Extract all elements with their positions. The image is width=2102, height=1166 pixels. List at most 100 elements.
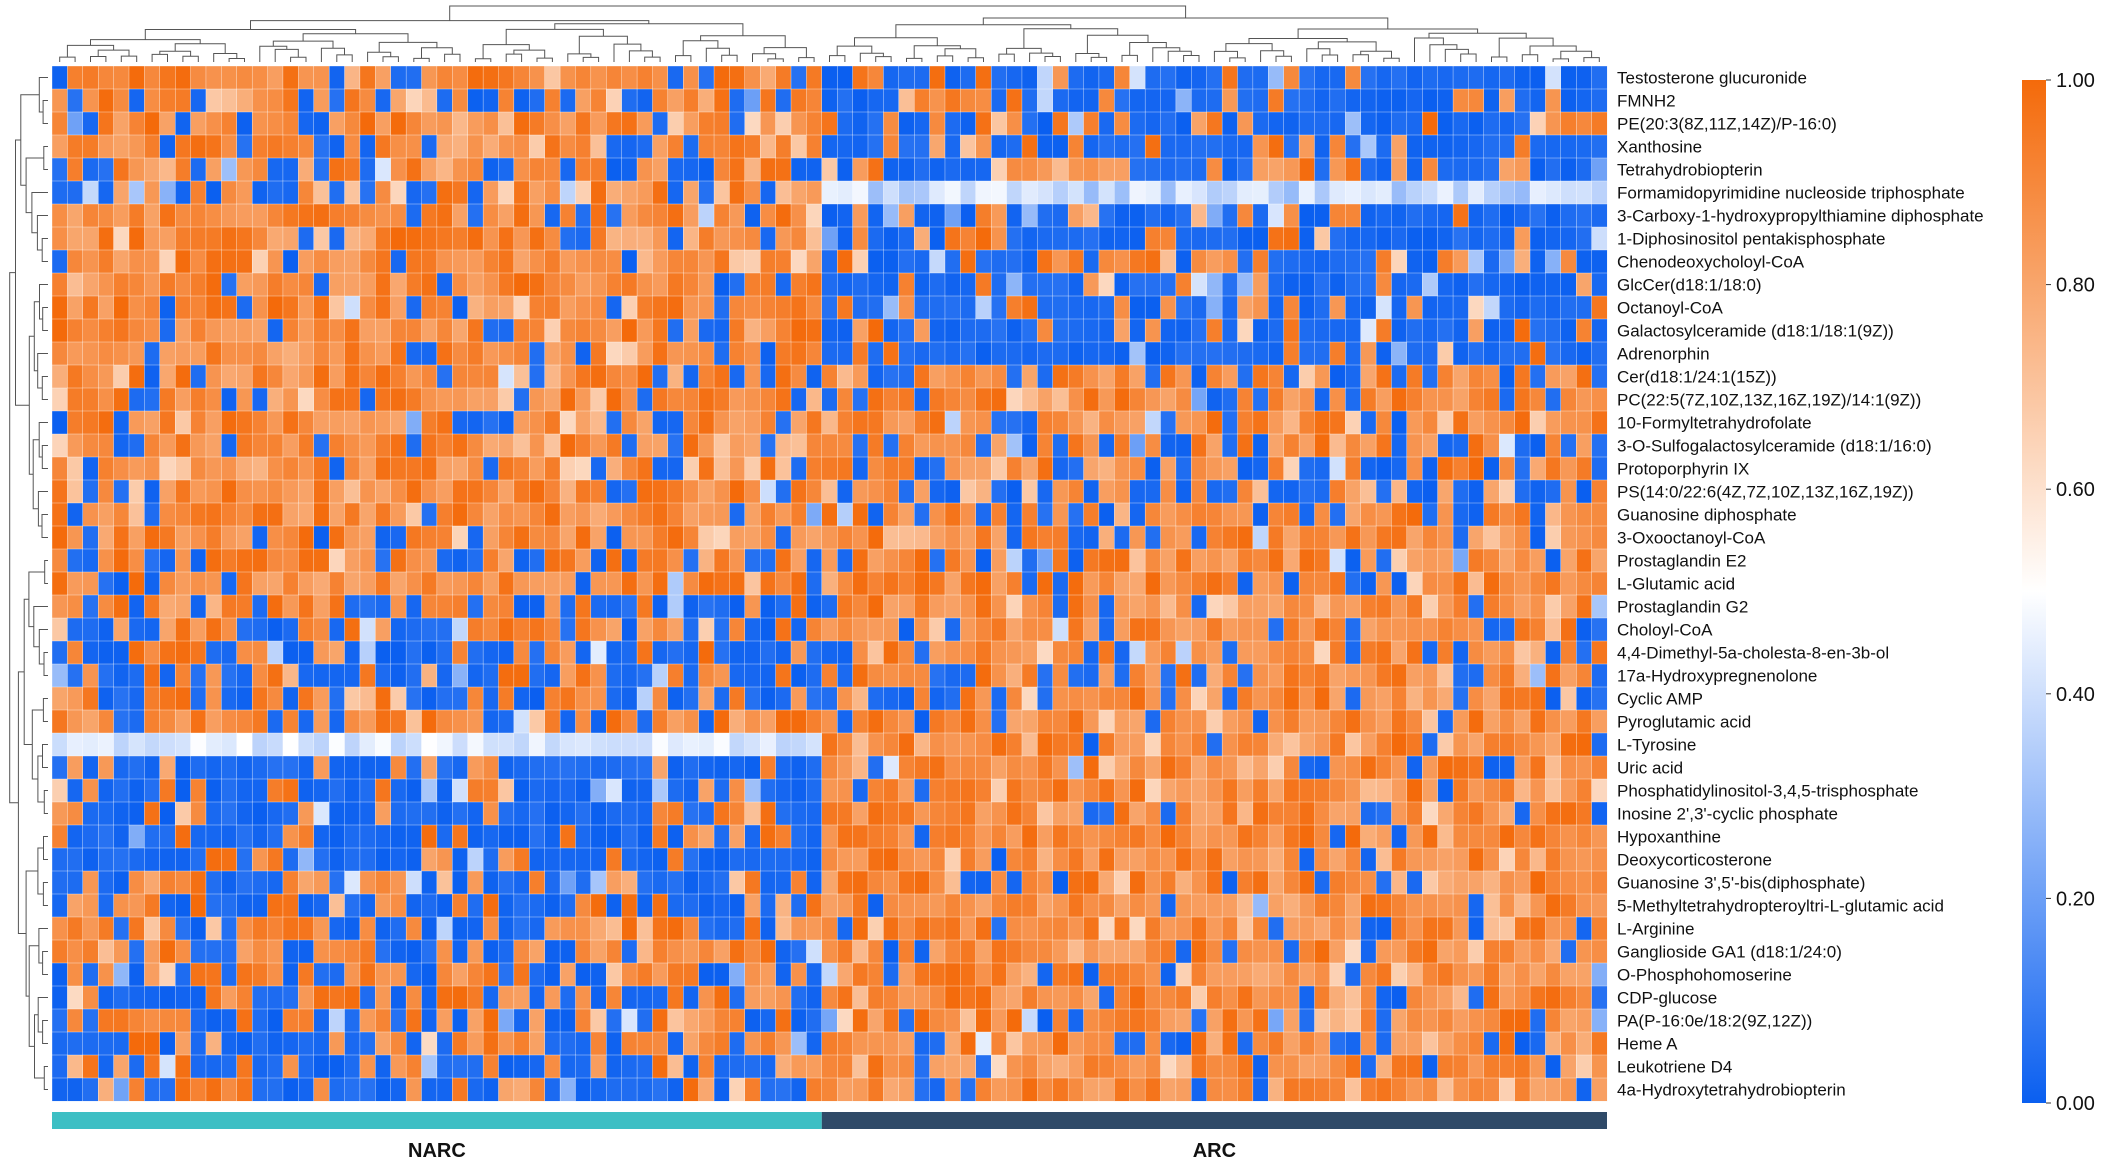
heatmap-cell — [698, 180, 715, 205]
heatmap-cell — [144, 893, 161, 918]
heatmap-cell — [544, 111, 561, 136]
heatmap-cell — [1052, 962, 1069, 987]
heatmap-cell — [821, 824, 838, 849]
heatmap-cell — [559, 249, 576, 274]
heatmap-cell — [929, 1077, 946, 1102]
heatmap-cell — [575, 1008, 592, 1033]
heatmap-cell — [837, 502, 853, 527]
heatmap-cell — [359, 318, 376, 343]
heatmap-cell — [529, 134, 546, 159]
heatmap-cell — [1422, 1031, 1439, 1056]
heatmap-cell — [698, 134, 715, 159]
heatmap-cell — [1483, 295, 1500, 320]
heatmap-cell — [1529, 594, 1546, 619]
heatmap-cell — [190, 732, 207, 757]
heatmap-cell — [744, 203, 761, 228]
heatmap-cell — [436, 1077, 453, 1102]
heatmap-cell — [82, 180, 99, 205]
heatmap-cell — [1545, 985, 1562, 1010]
heatmap-cell — [667, 456, 684, 481]
heatmap-cell — [1160, 479, 1177, 504]
heatmap-cell — [1499, 433, 1516, 458]
heatmap-cell — [1560, 801, 1577, 826]
heatmap-cell — [113, 824, 130, 849]
heatmap-cell — [544, 939, 561, 964]
heatmap-cell — [1545, 1054, 1562, 1079]
heatmap-cell — [775, 111, 792, 136]
heatmap-cell — [1283, 1031, 1300, 1056]
heatmap-cell — [975, 433, 992, 458]
heatmap-cell — [852, 410, 869, 435]
heatmap-cell — [1191, 571, 1208, 596]
heatmap-cell — [698, 824, 715, 849]
heatmap-cell — [421, 525, 438, 550]
heatmap-cell — [1529, 272, 1546, 297]
heatmap-cell — [1329, 870, 1346, 895]
heatmap-cell — [898, 1031, 915, 1056]
heatmap-cell — [1098, 180, 1115, 205]
heatmap-cell — [1529, 1008, 1546, 1033]
heatmap-cell — [1391, 157, 1408, 182]
dendrogram-branch — [875, 56, 892, 62]
heatmap-cell — [375, 663, 392, 688]
heatmap-cell — [236, 65, 253, 90]
heatmap-cell — [298, 341, 315, 366]
heatmap-cell — [436, 571, 453, 596]
heatmap-cell — [990, 65, 1007, 90]
heatmap-cell — [498, 65, 515, 90]
heatmap-cell — [1191, 801, 1208, 826]
heatmap-cell — [559, 985, 576, 1010]
heatmap-cell — [205, 502, 222, 527]
heatmap-cell — [929, 548, 946, 573]
heatmap-cell — [1129, 180, 1146, 205]
heatmap-cell — [421, 640, 438, 665]
heatmap-cell — [1129, 1031, 1146, 1056]
heatmap-cell — [1545, 1031, 1562, 1056]
heatmap-cell — [914, 341, 930, 366]
heatmap-cell — [929, 295, 946, 320]
heatmap-cell — [1268, 617, 1285, 642]
heatmap-cell — [313, 732, 330, 757]
heatmap-cell — [590, 433, 607, 458]
heatmap-cell — [606, 571, 623, 596]
heatmap-cell — [98, 433, 114, 458]
heatmap-cell — [144, 1031, 161, 1056]
heatmap-cell — [1129, 88, 1146, 113]
heatmap-cell — [1298, 893, 1315, 918]
heatmap-cell — [1406, 180, 1423, 205]
heatmap-cell — [1452, 548, 1469, 573]
heatmap-cell — [1406, 571, 1423, 596]
heatmap-cell — [144, 916, 161, 941]
heatmap-cell — [1298, 1031, 1315, 1056]
heatmap-cell — [914, 111, 930, 136]
heatmap-cell — [1129, 686, 1146, 711]
heatmap-cell — [1283, 272, 1300, 297]
heatmap-cell — [990, 502, 1007, 527]
heatmap-cell — [806, 111, 823, 136]
heatmap-cell — [82, 962, 99, 987]
heatmap-cell — [205, 824, 222, 849]
heatmap-cell — [174, 663, 191, 688]
heatmap-cell — [405, 870, 422, 895]
heatmap-cell — [636, 341, 653, 366]
heatmap-cell — [559, 433, 576, 458]
heatmap-cell — [1098, 111, 1115, 136]
heatmap-cell — [821, 134, 838, 159]
heatmap-cell — [575, 525, 592, 550]
heatmap-cell — [1083, 111, 1100, 136]
heatmap-cell — [575, 640, 592, 665]
heatmap-cell — [575, 456, 592, 481]
heatmap-cell — [1375, 111, 1392, 136]
heatmap-cell — [1576, 272, 1592, 297]
heatmap-cell — [544, 962, 561, 987]
heatmap-cell — [852, 548, 869, 573]
heatmap-cell — [1499, 502, 1516, 527]
heatmap-cell — [852, 571, 869, 596]
heatmap-cell — [559, 295, 576, 320]
heatmap-cell — [852, 617, 869, 642]
heatmap-cell — [760, 1008, 776, 1033]
heatmap-cell — [436, 1008, 453, 1033]
heatmap-cell — [1360, 525, 1377, 550]
heatmap-cell — [67, 88, 84, 113]
heatmap-cell — [1499, 755, 1516, 780]
